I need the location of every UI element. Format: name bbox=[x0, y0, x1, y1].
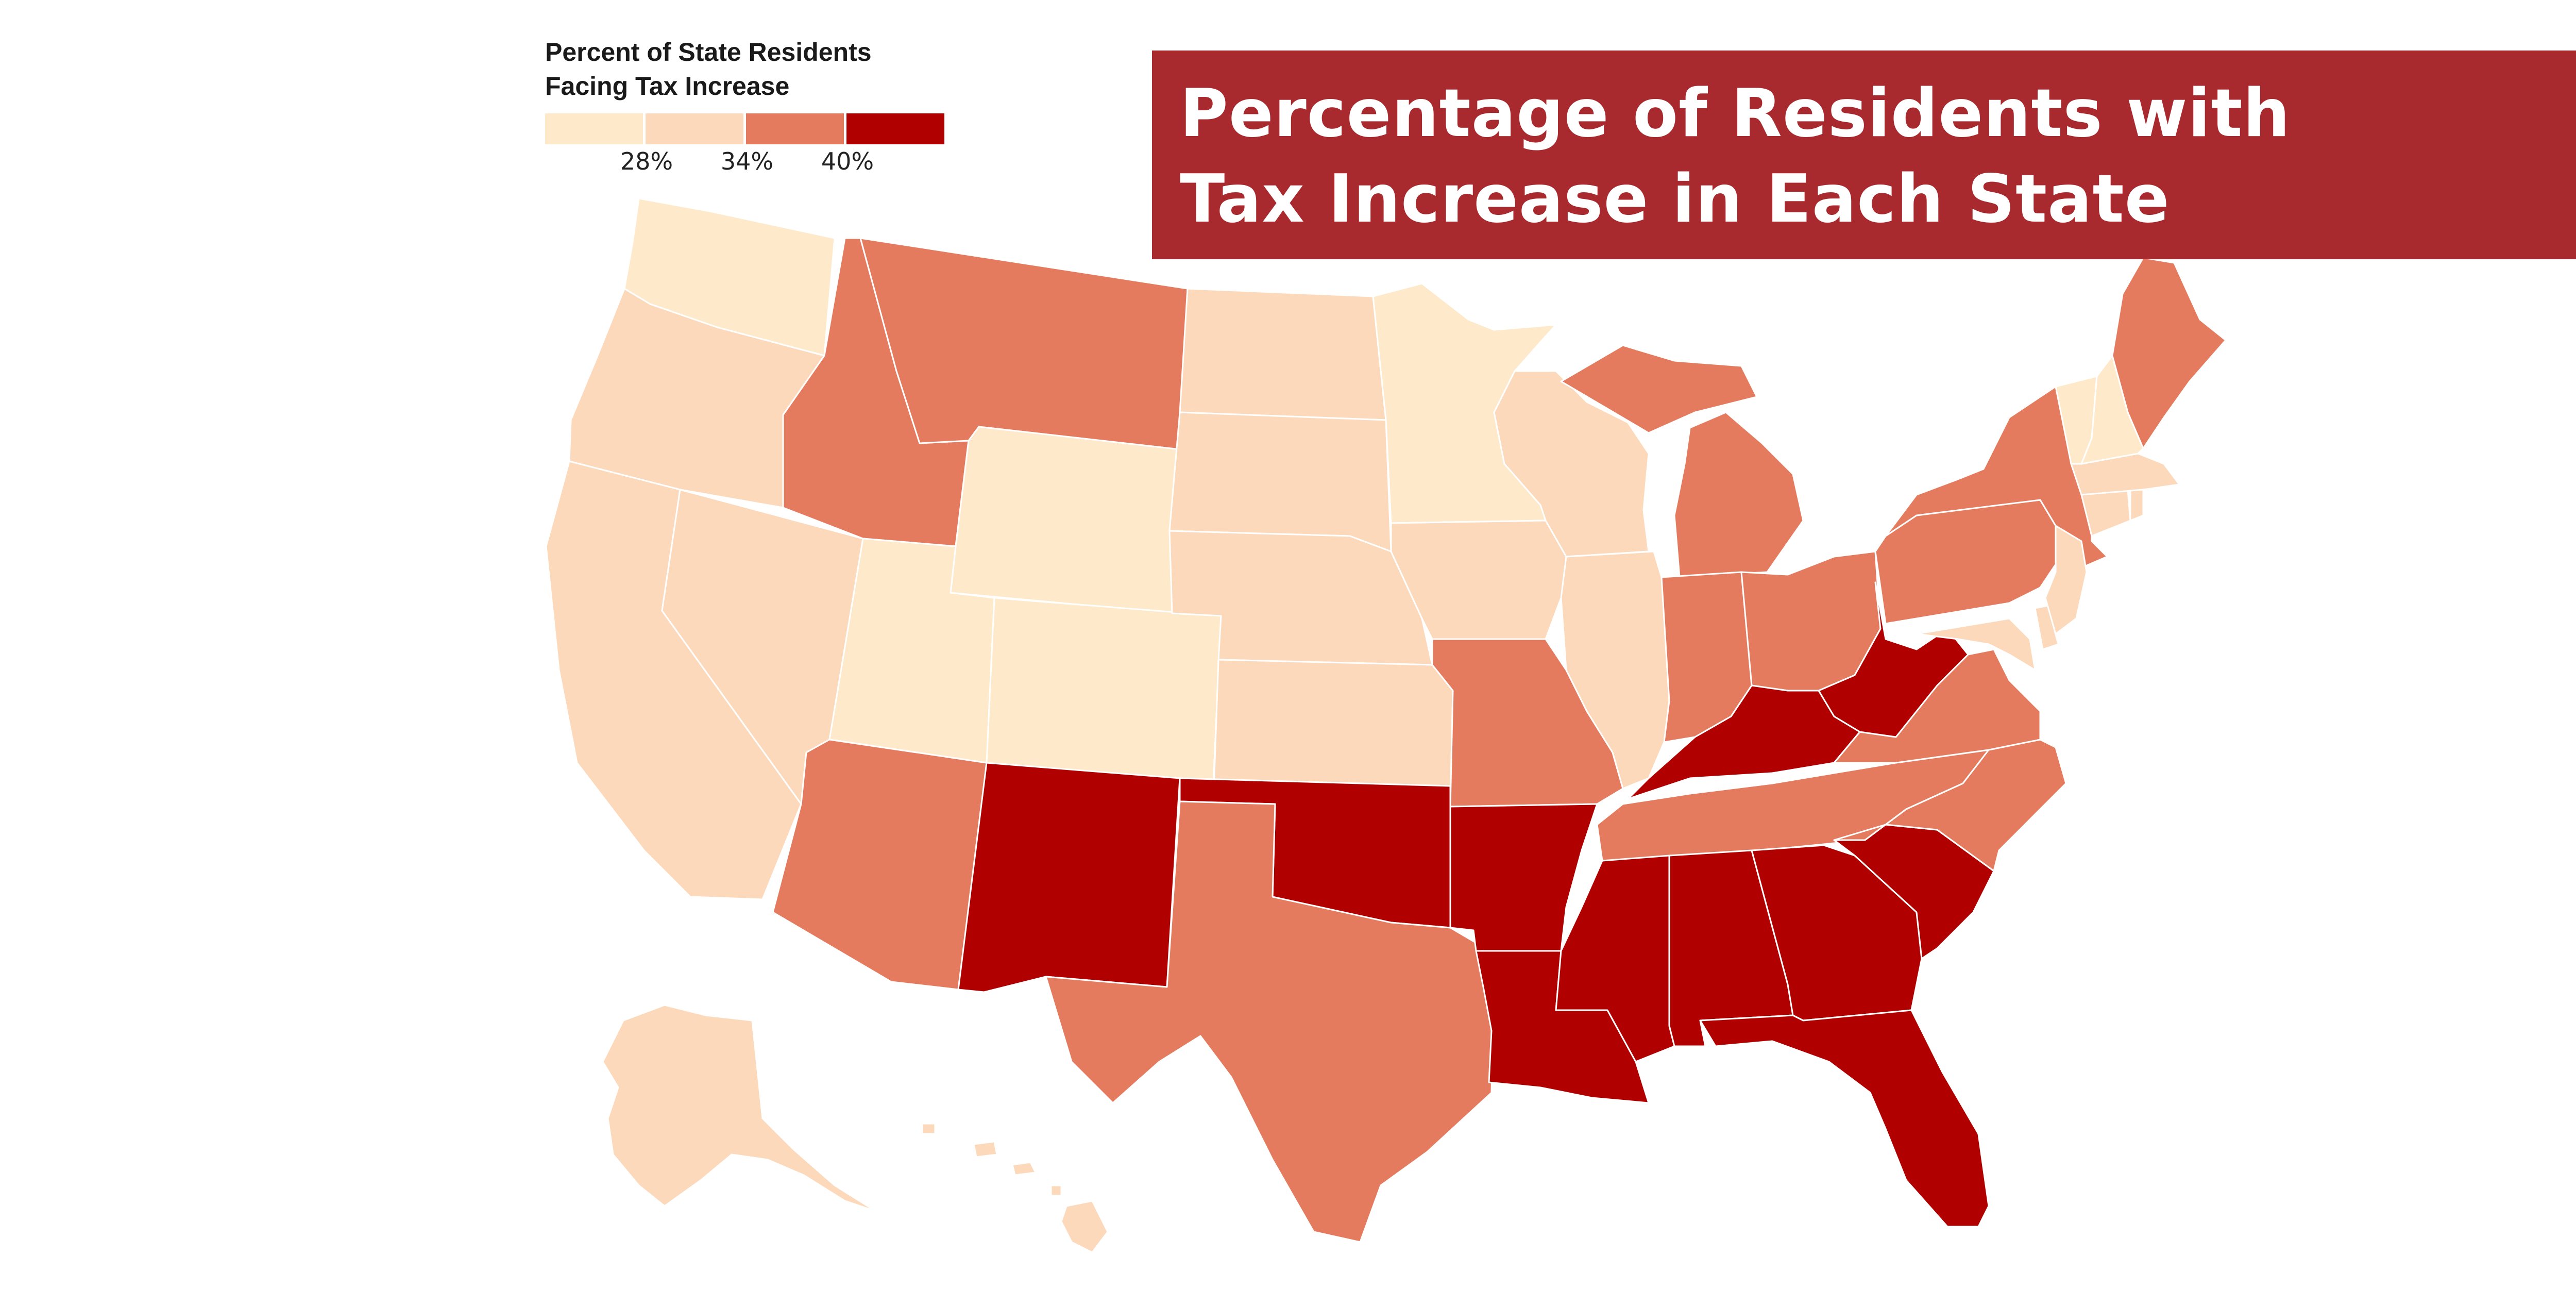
state-de bbox=[2034, 605, 2059, 650]
state-wy bbox=[950, 426, 1181, 614]
state-co bbox=[986, 597, 1222, 784]
state-mi bbox=[1560, 344, 1804, 578]
state-ri bbox=[2129, 489, 2144, 522]
state-il bbox=[1560, 550, 1670, 790]
state-nd bbox=[1179, 288, 1387, 421]
legend-tick-28: 28% bbox=[620, 147, 673, 175]
state-nj bbox=[2044, 525, 2088, 635]
state-tx bbox=[1045, 800, 1495, 1243]
legend-tick-34: 34% bbox=[720, 147, 774, 175]
map-legend: Percent of State Residents Facing Tax In… bbox=[545, 35, 957, 183]
title-banner: Percentage of Residents with Tax Increas… bbox=[1152, 51, 2576, 259]
legend-swatch-2 bbox=[646, 113, 743, 144]
state-nm bbox=[957, 762, 1181, 993]
legend-ticks: 28% 34% 40% bbox=[545, 147, 957, 183]
state-hi bbox=[921, 1123, 1109, 1253]
state-nc bbox=[1833, 739, 2067, 872]
map-title: Percentage of Residents with Tax Increas… bbox=[1180, 75, 2291, 238]
state-ga bbox=[1751, 844, 1923, 1022]
state-md bbox=[1916, 617, 2036, 671]
state-sd bbox=[1168, 411, 1392, 553]
state-me bbox=[2111, 257, 2227, 449]
legend-title-line2: Facing Tax Increase bbox=[545, 72, 790, 101]
state-fl bbox=[1699, 1009, 1990, 1228]
legend-swatch-1 bbox=[545, 113, 643, 144]
legend-tick-40: 40% bbox=[821, 147, 874, 175]
legend-title-line1: Percent of State Residents bbox=[545, 38, 872, 66]
legend-swatch-3 bbox=[746, 113, 844, 144]
state-ak bbox=[602, 1004, 877, 1212]
legend-color-bar bbox=[545, 113, 957, 144]
legend-title: Percent of State Residents Facing Tax In… bbox=[545, 35, 957, 103]
legend-swatch-4 bbox=[846, 113, 944, 144]
state-az bbox=[772, 739, 988, 991]
